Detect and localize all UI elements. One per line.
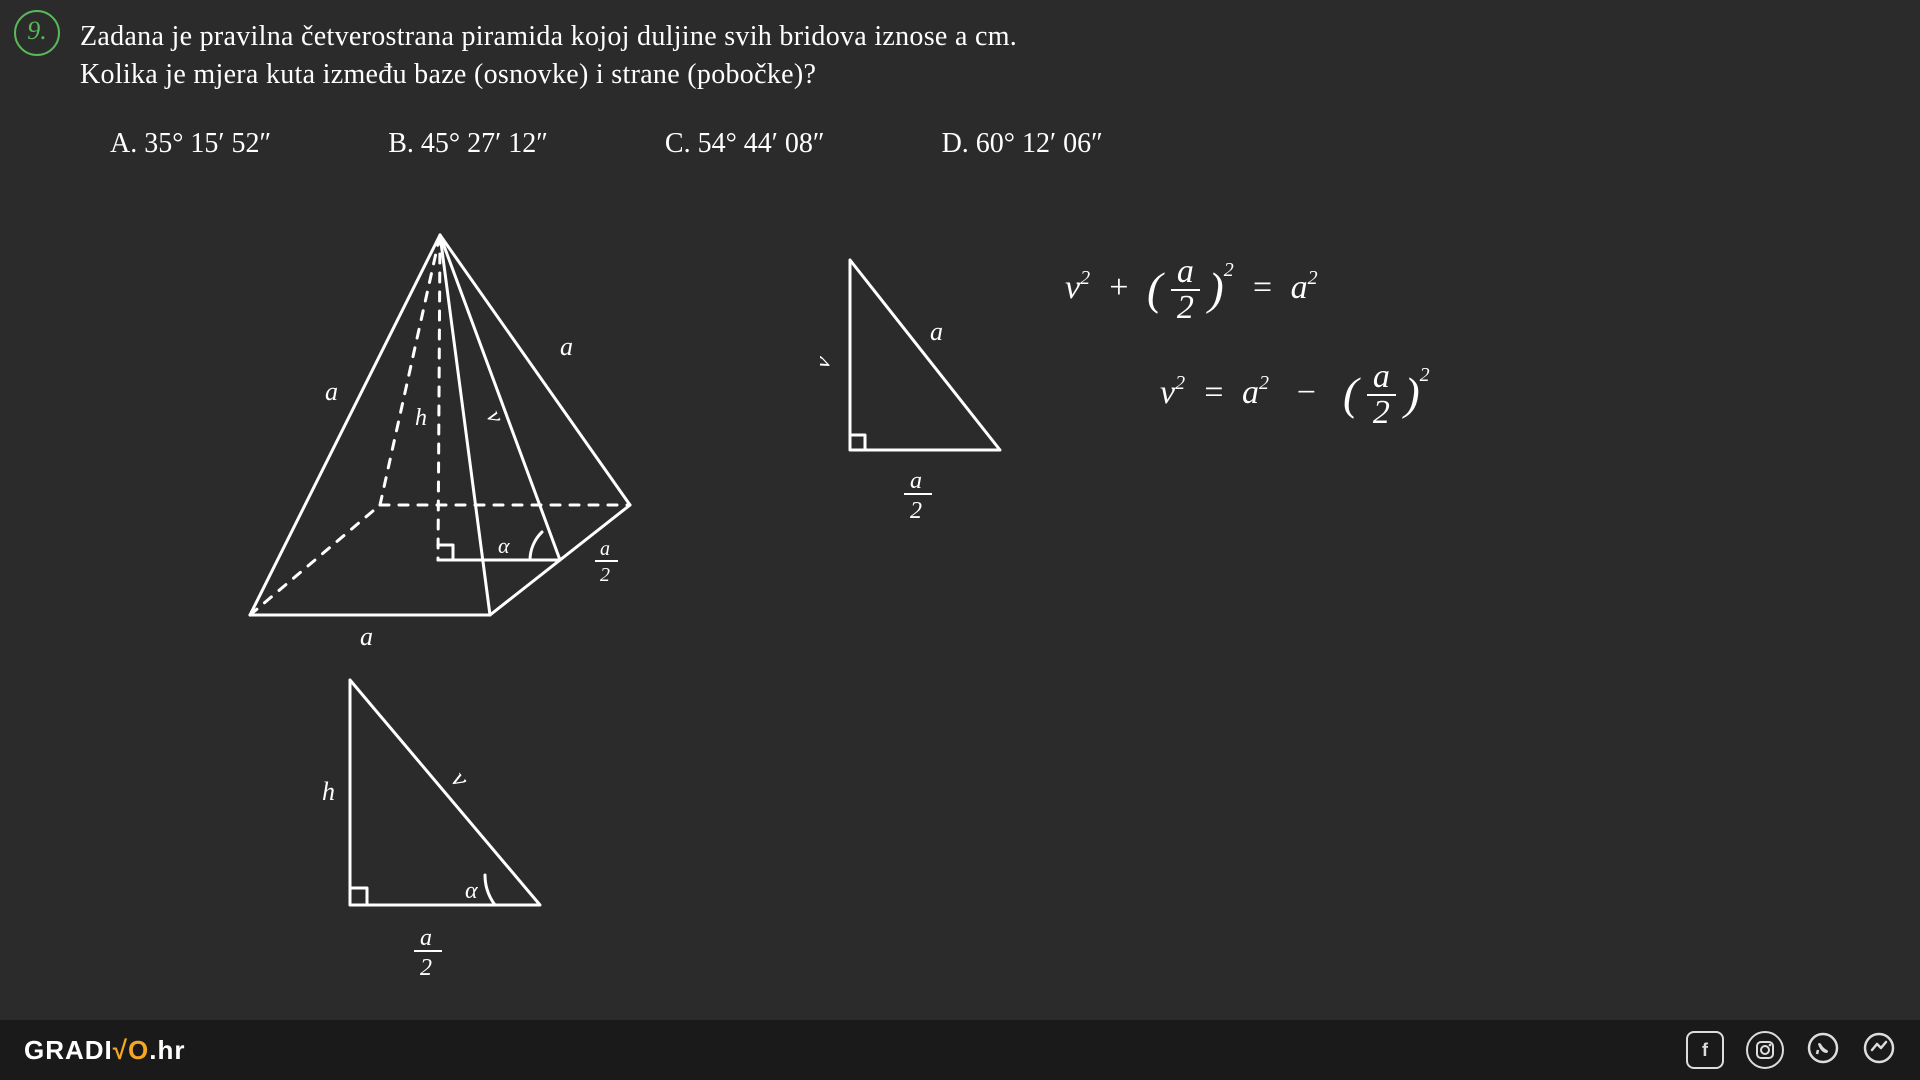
tri2-base-num: a <box>420 925 432 951</box>
tri2-h: h <box>322 777 335 806</box>
question-line-2: Kolika je mjera kuta između baze (osnovk… <box>80 56 1017 94</box>
option-c[interactable]: C. 54° 44′ 08″ <box>665 128 825 160</box>
pyramid-diagram: a a a h v α a 2 <box>230 225 650 665</box>
tri1-base-num: a <box>910 468 922 494</box>
instagram-icon[interactable] <box>1746 1031 1784 1069</box>
tri2-base-den: 2 <box>420 955 432 980</box>
whatsapp-icon[interactable] <box>1806 1031 1840 1065</box>
messenger-icon[interactable] <box>1862 1031 1896 1065</box>
answer-options: A. 35° 15′ 52″ B. 45° 27′ 12″ C. 54° 44′… <box>110 128 1213 160</box>
triangle-slant: v a a 2 <box>820 240 1050 530</box>
question-line-1: Zadana je pravilna četverostrana piramid… <box>80 18 1017 56</box>
label-a-left: a <box>325 377 338 406</box>
triangle-height: h v α a 2 <box>310 660 570 980</box>
equation-1: v2 + ( a2 )2 = a2 <box>1065 255 1318 325</box>
label-h: h <box>415 405 427 431</box>
equation-2: v2 = a2 − ( a2 )2 <box>1160 360 1430 430</box>
question-text: Zadana je pravilna četverostrana piramid… <box>80 18 1017 94</box>
label-a-right: a <box>560 332 573 361</box>
label-v: v <box>481 407 509 428</box>
svg-text:a: a <box>600 538 610 560</box>
tri1-a: a <box>930 317 943 346</box>
footer-bar: GRADI√O.hr f <box>0 1020 1920 1080</box>
label-alpha: α <box>498 533 510 558</box>
tri2-alpha: α <box>465 878 478 904</box>
tri1-v: v <box>820 352 837 371</box>
social-icons: f <box>1686 1031 1896 1069</box>
tri2-v: v <box>445 765 475 793</box>
option-a[interactable]: A. 35° 15′ 52″ <box>110 128 271 160</box>
svg-text:2: 2 <box>600 564 610 586</box>
option-b[interactable]: B. 45° 27′ 12″ <box>388 128 548 160</box>
brand-logo[interactable]: GRADI√O.hr <box>24 1035 186 1066</box>
facebook-icon[interactable]: f <box>1686 1031 1724 1069</box>
question-number-badge: 9. <box>14 10 60 56</box>
label-a-base: a <box>360 622 373 651</box>
option-d[interactable]: D. 60° 12′ 06″ <box>942 128 1103 160</box>
tri1-base-den: 2 <box>910 498 922 524</box>
